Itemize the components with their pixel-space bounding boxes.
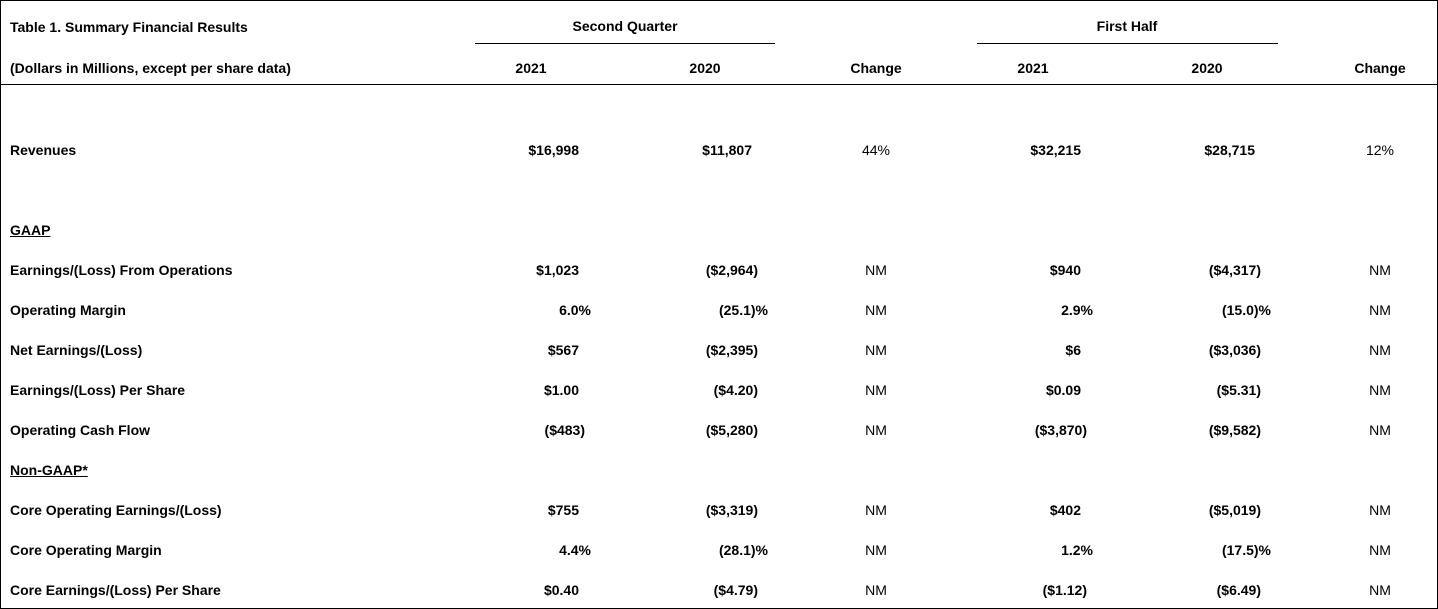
cell: (15.0)% (1221, 302, 1271, 318)
column-header: 2020 (689, 60, 721, 76)
cell: ($5.31) (1216, 382, 1261, 398)
cell: 1.2% (1061, 542, 1093, 558)
row-label: Earnings/(Loss) From Operations (10, 262, 233, 278)
row-label: Core Operating Earnings/(Loss) (10, 502, 222, 518)
row-label: Net Earnings/(Loss) (10, 342, 143, 358)
row-label: Core Operating Margin (10, 542, 162, 558)
column-header: 2021 (515, 60, 547, 76)
cell: 12% (1365, 142, 1395, 158)
cell: ($483) (544, 422, 585, 438)
cell: $402 (1049, 502, 1081, 518)
cell: NM (1369, 382, 1391, 398)
cell: ($3,870) (1034, 422, 1087, 438)
table-subtitle: (Dollars in Millions, except per share d… (10, 60, 291, 76)
cell: 6.0% (559, 302, 591, 318)
cell: NM (865, 542, 887, 558)
cell: (28.1)% (718, 542, 768, 558)
cell: NM (1369, 302, 1391, 318)
cell: $0.40 (543, 582, 579, 598)
cell: ($5,280) (705, 422, 758, 438)
cell: 4.4% (559, 542, 591, 558)
section-heading-non-gaap: Non-GAAP* (10, 462, 88, 478)
cell: ($9,582) (1208, 422, 1261, 438)
group-header-first-half: First Half (1096, 18, 1158, 34)
cell: NM (865, 582, 887, 598)
cell: ($4.79) (713, 582, 758, 598)
cell: ($3,036) (1208, 342, 1261, 358)
cell: $6 (1065, 342, 1081, 358)
cell: $755 (547, 502, 579, 518)
column-header: Change (1354, 60, 1406, 76)
cell: $940 (1049, 262, 1081, 278)
table-title: Table 1. Summary Financial Results (10, 19, 248, 35)
cell: NM (865, 422, 887, 438)
cell: $32,215 (1030, 142, 1081, 158)
group-underline-first-half (977, 43, 1278, 44)
row-label: Operating Margin (10, 302, 126, 318)
cell: NM (1369, 422, 1391, 438)
cell: $28,715 (1204, 142, 1255, 158)
cell: NM (865, 502, 887, 518)
cell: NM (1369, 542, 1391, 558)
column-header: 2021 (1017, 60, 1049, 76)
cell: NM (1369, 262, 1391, 278)
cell: NM (865, 342, 887, 358)
column-header: 2020 (1191, 60, 1223, 76)
cell: ($2,395) (705, 342, 758, 358)
cell: ($4,317) (1208, 262, 1261, 278)
cell: $1,023 (536, 262, 579, 278)
row-label: Operating Cash Flow (10, 422, 151, 438)
cell: ($3,319) (705, 502, 758, 518)
cell: ($5,019) (1208, 502, 1261, 518)
cell: $16,998 (528, 142, 579, 158)
cell: NM (1369, 342, 1391, 358)
cell: NM (1369, 582, 1391, 598)
row-label: Core Earnings/(Loss) Per Share (10, 582, 221, 598)
cell: ($4.20) (713, 382, 758, 398)
cell: 44% (861, 142, 891, 158)
group-header-second-quarter: Second Quarter (572, 18, 678, 34)
section-heading-gaap: GAAP (10, 222, 51, 238)
cell: $1.00 (543, 382, 579, 398)
cell: NM (1369, 502, 1391, 518)
cell: ($1.12) (1042, 582, 1087, 598)
group-underline-second-quarter (475, 43, 775, 44)
cell: 2.9% (1061, 302, 1093, 318)
cell: NM (865, 302, 887, 318)
column-header: Change (850, 60, 902, 76)
cell: $11,807 (702, 142, 752, 158)
cell: ($2,964) (705, 262, 758, 278)
cell: $567 (547, 342, 579, 358)
cell: (17.5)% (1221, 542, 1271, 558)
cell: $0.09 (1045, 382, 1081, 398)
header-divider (0, 84, 1438, 85)
row-label: Revenues (10, 142, 77, 158)
cell: NM (865, 262, 887, 278)
cell: ($6.49) (1216, 582, 1261, 598)
row-label: Earnings/(Loss) Per Share (10, 382, 186, 398)
cell: (25.1)% (718, 302, 768, 318)
cell: NM (865, 382, 887, 398)
